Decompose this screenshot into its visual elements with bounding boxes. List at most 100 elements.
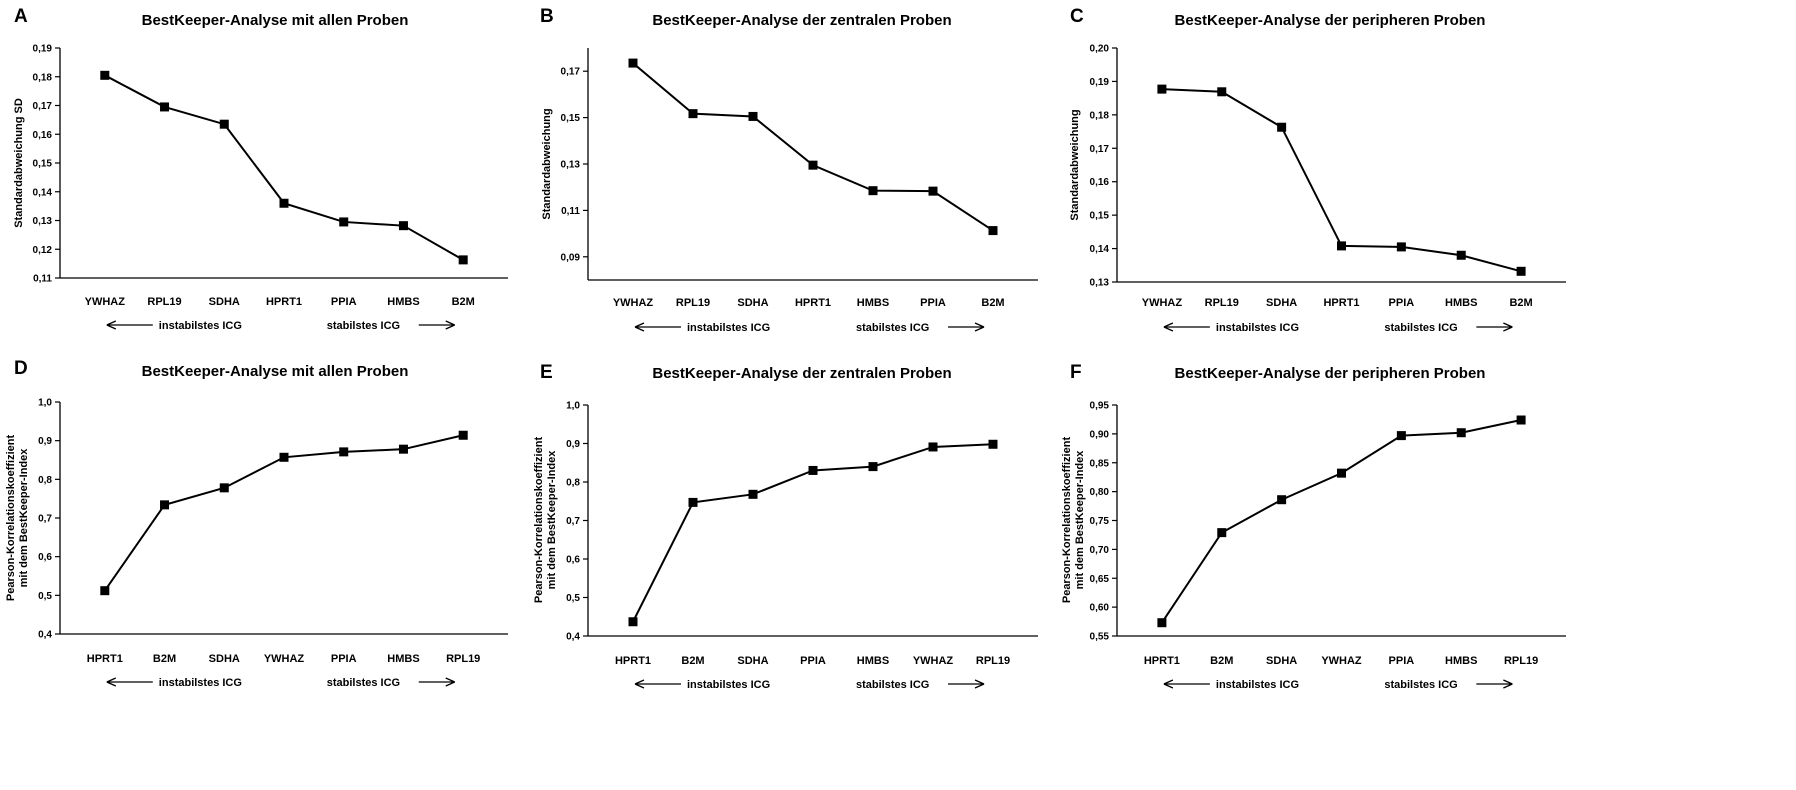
data-point [988,226,998,236]
panel-letter: F [1070,362,1082,383]
x-tick-label: B2M [681,655,704,667]
data-point [160,500,170,510]
x-tick-label: YWHAZ [613,297,654,309]
y-tick-label: 0,55 [1090,632,1110,643]
chart-panel-c: C BestKeeper-Analyse der peripheren Probe… [1069,6,1566,334]
data-point [160,102,170,112]
data-point [628,617,638,627]
y-tick-label: 0,19 [33,44,53,55]
arrow-right-label: stabilstes ICG [856,322,929,334]
y-tick-label: 0,13 [1090,278,1110,289]
y-axis-label: Standardabweichung [541,108,553,219]
data-point [339,217,349,227]
y-tick-label: 0,65 [1090,574,1110,585]
x-tick-label: HPRT1 [1144,655,1180,667]
y-tick-label: 0,18 [1090,110,1110,121]
chart-title: BestKeeper-Analyse der peripheren Proben [1175,365,1486,382]
chart-title: BestKeeper-Analyse der zentralen Proben [652,365,951,382]
x-tick-label: RPL19 [676,297,710,309]
y-axis-label: mit dem BestKeeper-Index [18,448,30,588]
y-tick-label: 0,17 [561,67,581,78]
y-tick-label: 0,13 [33,216,53,227]
x-tick-label: HPRT1 [615,655,651,667]
x-tick-label: RPL19 [976,655,1010,667]
right-arrow-icon [948,679,985,689]
data-point [748,111,758,121]
data-point [628,58,638,68]
arrow-right-label: stabilstes ICG [327,677,400,689]
data-point [1337,241,1346,251]
y-tick-label: 0,11 [33,274,52,285]
left-arrow-icon [634,322,681,332]
data-point [1516,266,1526,276]
series-line [104,74,464,261]
y-tick-label: 0,60 [1090,603,1110,614]
x-tick-label: PPIA [331,653,357,665]
arrow-left-label: instabilstes ICG [687,322,770,334]
series-line [1161,419,1522,624]
y-tick-label: 0,12 [33,245,53,256]
x-tick-label: RPL19 [1504,655,1538,667]
x-tick-label: PPIA [1389,297,1415,309]
data-point [458,255,468,265]
x-tick-label: B2M [1509,297,1532,309]
y-tick-label: 0,7 [38,514,52,525]
x-tick-label: SDHA [737,297,768,309]
x-tick-label: SDHA [737,655,768,667]
arrow-left-label: instabilstes ICG [159,320,242,332]
right-arrow-icon [1476,322,1513,332]
y-tick-label: 0,8 [566,478,580,489]
y-tick-label: 1,0 [38,398,52,409]
data-point [1396,242,1406,252]
y-tick-label: 0,14 [1090,244,1110,255]
y-tick-label: 0,18 [33,72,53,83]
x-tick-label: PPIA [920,297,946,309]
y-axis-label: Standardabweichung [1069,109,1081,220]
x-tick-label: YWHAZ [85,296,126,308]
y-tick-label: 0,6 [38,552,52,563]
y-tick-label: 0,6 [566,555,580,566]
arrow-left-label: instabilstes ICG [159,677,242,689]
data-point [868,186,878,196]
right-arrow-icon [418,677,455,687]
x-tick-label: HPRT1 [1323,297,1359,309]
arrow-right-label: stabilstes ICG [327,320,400,332]
data-point [1277,122,1287,132]
chart-title: BestKeeper-Analyse der peripheren Proben [1175,12,1486,29]
y-tick-label: 0,7 [566,516,580,527]
data-point [868,462,878,472]
arrow-left-label: instabilstes ICG [687,679,770,691]
data-point [688,109,698,119]
x-tick-label: RPL19 [446,653,480,665]
left-arrow-icon [1163,679,1210,689]
right-arrow-icon [948,322,985,332]
data-point [1217,528,1227,538]
y-tick-label: 0,90 [1090,429,1110,440]
chart-panel-a: A BestKeeper-Analyse mit allen Proben 0,11… [13,6,508,332]
arrow-right-label: stabilstes ICG [856,679,929,691]
data-point [219,119,229,129]
data-point [219,483,229,493]
y-tick-label: 0,8 [38,475,52,486]
data-point [748,489,758,499]
x-tick-label: HMBS [857,297,889,309]
x-tick-label: RPL19 [147,296,181,308]
x-tick-label: B2M [1210,655,1233,667]
x-tick-label: HPRT1 [266,296,302,308]
x-tick-label: PPIA [1389,655,1415,667]
data-point [928,442,938,452]
y-axis-label: mit dem BestKeeper-Index [546,450,558,590]
y-tick-label: 0,20 [1090,44,1110,55]
y-tick-label: 0,70 [1090,545,1110,556]
y-tick-label: 0,15 [561,113,581,124]
y-axis-label: Pearson-Korrelationskoeffizient [5,435,17,602]
y-tick-label: 0,11 [561,206,580,217]
data-point [458,430,468,440]
y-tick-label: 0,4 [38,630,52,641]
y-tick-label: 0,19 [1090,77,1110,88]
right-arrow-icon [1476,679,1513,689]
y-tick-label: 0,15 [1090,211,1110,222]
y-axis-label: Standardabweichung SD [13,98,25,228]
x-tick-label: YWHAZ [1142,297,1183,309]
chart-panel-b: B BestKeeper-Analyse der zentralen Proben… [540,6,1038,334]
